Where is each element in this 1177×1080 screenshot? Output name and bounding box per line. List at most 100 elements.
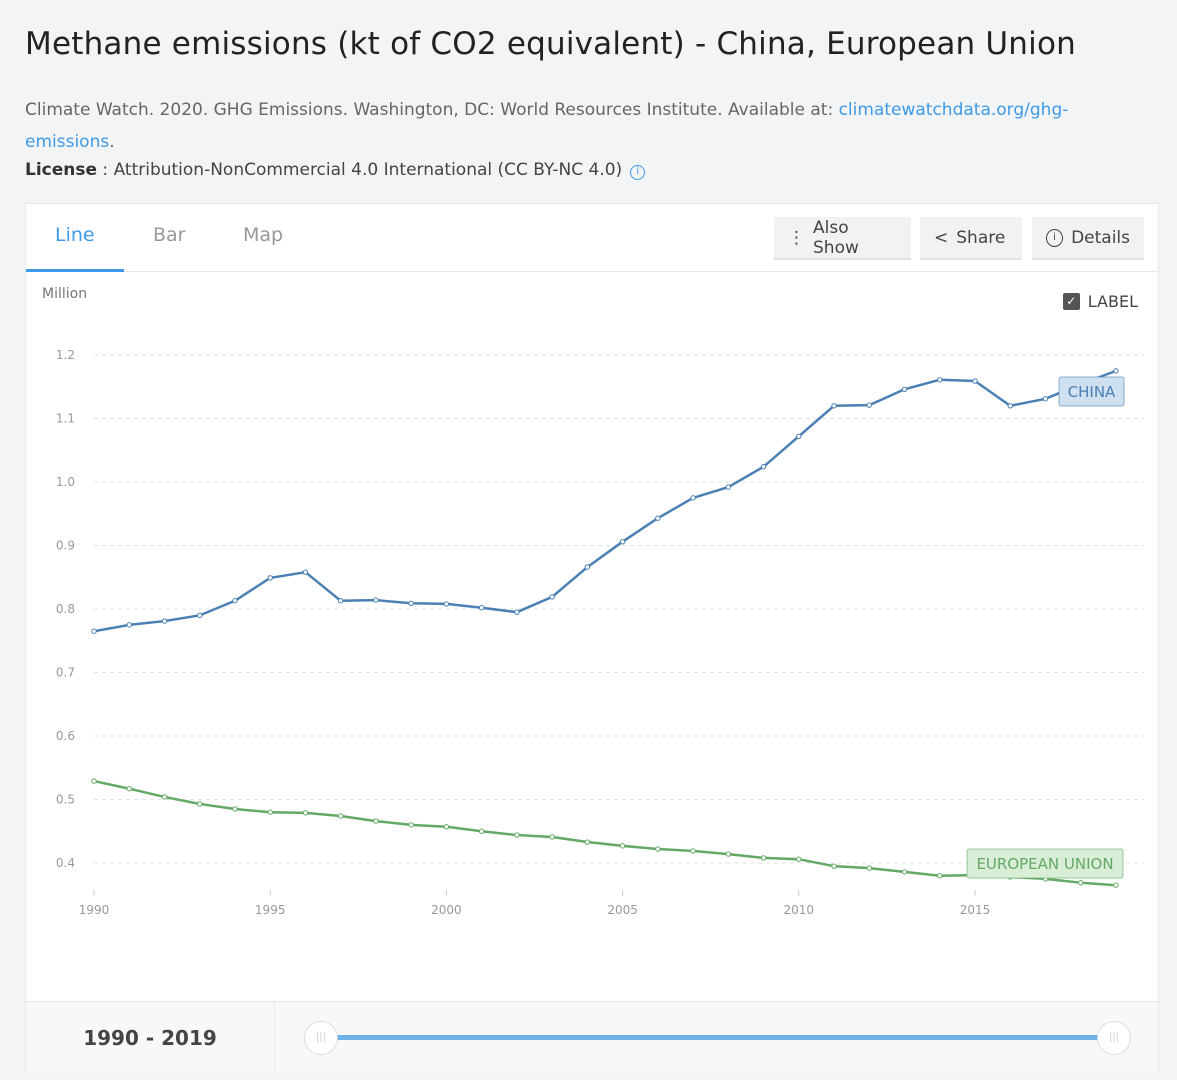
- data-point: [901, 386, 908, 392]
- data-point: [126, 786, 132, 792]
- data-point: [584, 564, 591, 570]
- data-point: [161, 618, 168, 624]
- x-tick-label: 1995: [255, 903, 286, 917]
- data-point: [91, 778, 97, 784]
- data-point: [514, 832, 520, 838]
- data-point: [937, 377, 943, 383]
- data-point: [760, 855, 767, 861]
- details-button[interactable]: i Details: [1032, 217, 1144, 260]
- data-point: [725, 851, 732, 857]
- year-range: 1990 - 2019: [26, 1002, 275, 1074]
- data-point: [161, 794, 168, 800]
- info-icon[interactable]: i: [630, 165, 646, 180]
- data-point: [91, 628, 97, 634]
- data-point: [619, 538, 626, 545]
- data-point: [796, 856, 802, 862]
- line-chart: 0.4 0.5 0.6 0.7 0.8 0.9 1.0 1.1 1.2 1990 1995 2000 2…: [56, 348, 1144, 917]
- tab-map[interactable]: Map: [243, 224, 284, 246]
- data-point: [549, 834, 555, 840]
- data-point: [937, 873, 943, 879]
- range-slider-end-handle[interactable]: |||: [1097, 1021, 1131, 1055]
- data-point: [584, 839, 591, 845]
- data-point: [302, 569, 309, 575]
- data-point: [443, 601, 450, 607]
- data-point: [1042, 396, 1049, 402]
- data-point: [197, 801, 203, 807]
- license-text: : Attribution-NonCommercial 4.0 Internat…: [97, 160, 623, 180]
- data-point: [232, 806, 238, 812]
- data-point: [901, 869, 908, 875]
- data-point: [655, 515, 661, 521]
- share-button[interactable]: < Share: [920, 217, 1022, 260]
- data-point: [267, 575, 273, 581]
- source-text: Climate Watch. 2020. GHG Emissions. Wash…: [25, 100, 839, 120]
- data-point: [478, 605, 485, 611]
- source-link[interactable]: climatewatchdata.org/ghg-emissions: [25, 100, 1069, 152]
- data-point: [267, 809, 273, 815]
- label-toggle[interactable]: ✓ LABEL: [1062, 292, 1138, 311]
- range-slider-start-handle[interactable]: |||: [304, 1021, 338, 1055]
- data-point: [796, 433, 802, 439]
- share-icon: <: [934, 227, 949, 248]
- page-title: Methane emissions (kt of CO2 equivalent)…: [25, 26, 1076, 62]
- data-point: [478, 828, 485, 834]
- data-point: [725, 484, 732, 490]
- checkbox-checked-icon[interactable]: ✓: [1062, 293, 1080, 310]
- details-label: Details: [1071, 227, 1130, 248]
- data-point: [232, 598, 238, 604]
- x-tick-label: 2005: [607, 903, 638, 917]
- license-label: License: [25, 160, 98, 180]
- y-tick-label: 0.5: [56, 793, 75, 807]
- label-toggle-text: LABEL: [1087, 292, 1138, 311]
- info-icon: i: [1046, 228, 1064, 247]
- y-tick-label: 1.0: [56, 475, 75, 489]
- more-vertical-icon: ⋮: [788, 227, 805, 248]
- x-tick-label: 1990: [79, 903, 110, 917]
- source-citation: Climate Watch. 2020. GHG Emissions. Wash…: [25, 94, 1125, 158]
- data-point: [197, 612, 203, 619]
- chart-card: Line Bar Map ⋮ Also Show < Share i Details …: [25, 203, 1159, 1074]
- data-point: [337, 598, 344, 604]
- data-point: [337, 813, 344, 819]
- data-point: [760, 464, 767, 470]
- x-tick-label: 2000: [431, 903, 462, 917]
- data-point: [1113, 882, 1119, 888]
- y-tick-label: 1.2: [56, 348, 75, 362]
- y-tick-label: 0.4: [56, 856, 75, 870]
- data-point: [831, 863, 837, 869]
- data-point: [443, 824, 450, 830]
- y-tick-label: 0.8: [56, 602, 75, 616]
- tab-line[interactable]: Line: [55, 224, 95, 246]
- data-point: [690, 848, 696, 854]
- chart-tabs: Line Bar Map ⋮ Also Show < Share i Details: [26, 204, 1158, 272]
- tab-bar[interactable]: Bar: [153, 224, 186, 246]
- data-point: [972, 378, 978, 384]
- data-point: [831, 403, 837, 409]
- license: License : Attribution-NonCommercial 4.0 …: [25, 160, 646, 180]
- series-label-box: [1058, 376, 1125, 407]
- series-label-box: [966, 848, 1124, 879]
- data-point: [1113, 368, 1119, 374]
- active-tab-indicator: [26, 269, 124, 272]
- y-tick-label: 0.9: [56, 539, 75, 553]
- series-line-european-union: [93, 779, 1117, 887]
- source-end: .: [109, 132, 115, 152]
- also-show-button[interactable]: ⋮ Also Show: [774, 217, 911, 260]
- share-label: Share: [956, 227, 1006, 248]
- series-label: EUROPEAN UNION: [976, 855, 1113, 873]
- y-axis-unit: Million: [42, 286, 88, 302]
- data-point: [690, 495, 696, 501]
- data-point: [302, 810, 309, 816]
- data-point: [373, 818, 379, 824]
- y-tick-label: 0.7: [56, 666, 75, 680]
- data-point: [1078, 879, 1084, 886]
- data-point: [1007, 403, 1013, 409]
- y-tick-label: 0.6: [56, 729, 75, 743]
- data-point: [619, 843, 626, 849]
- x-tick-label: 2010: [784, 903, 815, 917]
- y-tick-label: 1.1: [56, 412, 75, 426]
- range-slider-track[interactable]: [321, 1035, 1111, 1040]
- data-point: [514, 609, 520, 615]
- series-line-china: [93, 369, 1117, 633]
- data-point: [549, 594, 555, 600]
